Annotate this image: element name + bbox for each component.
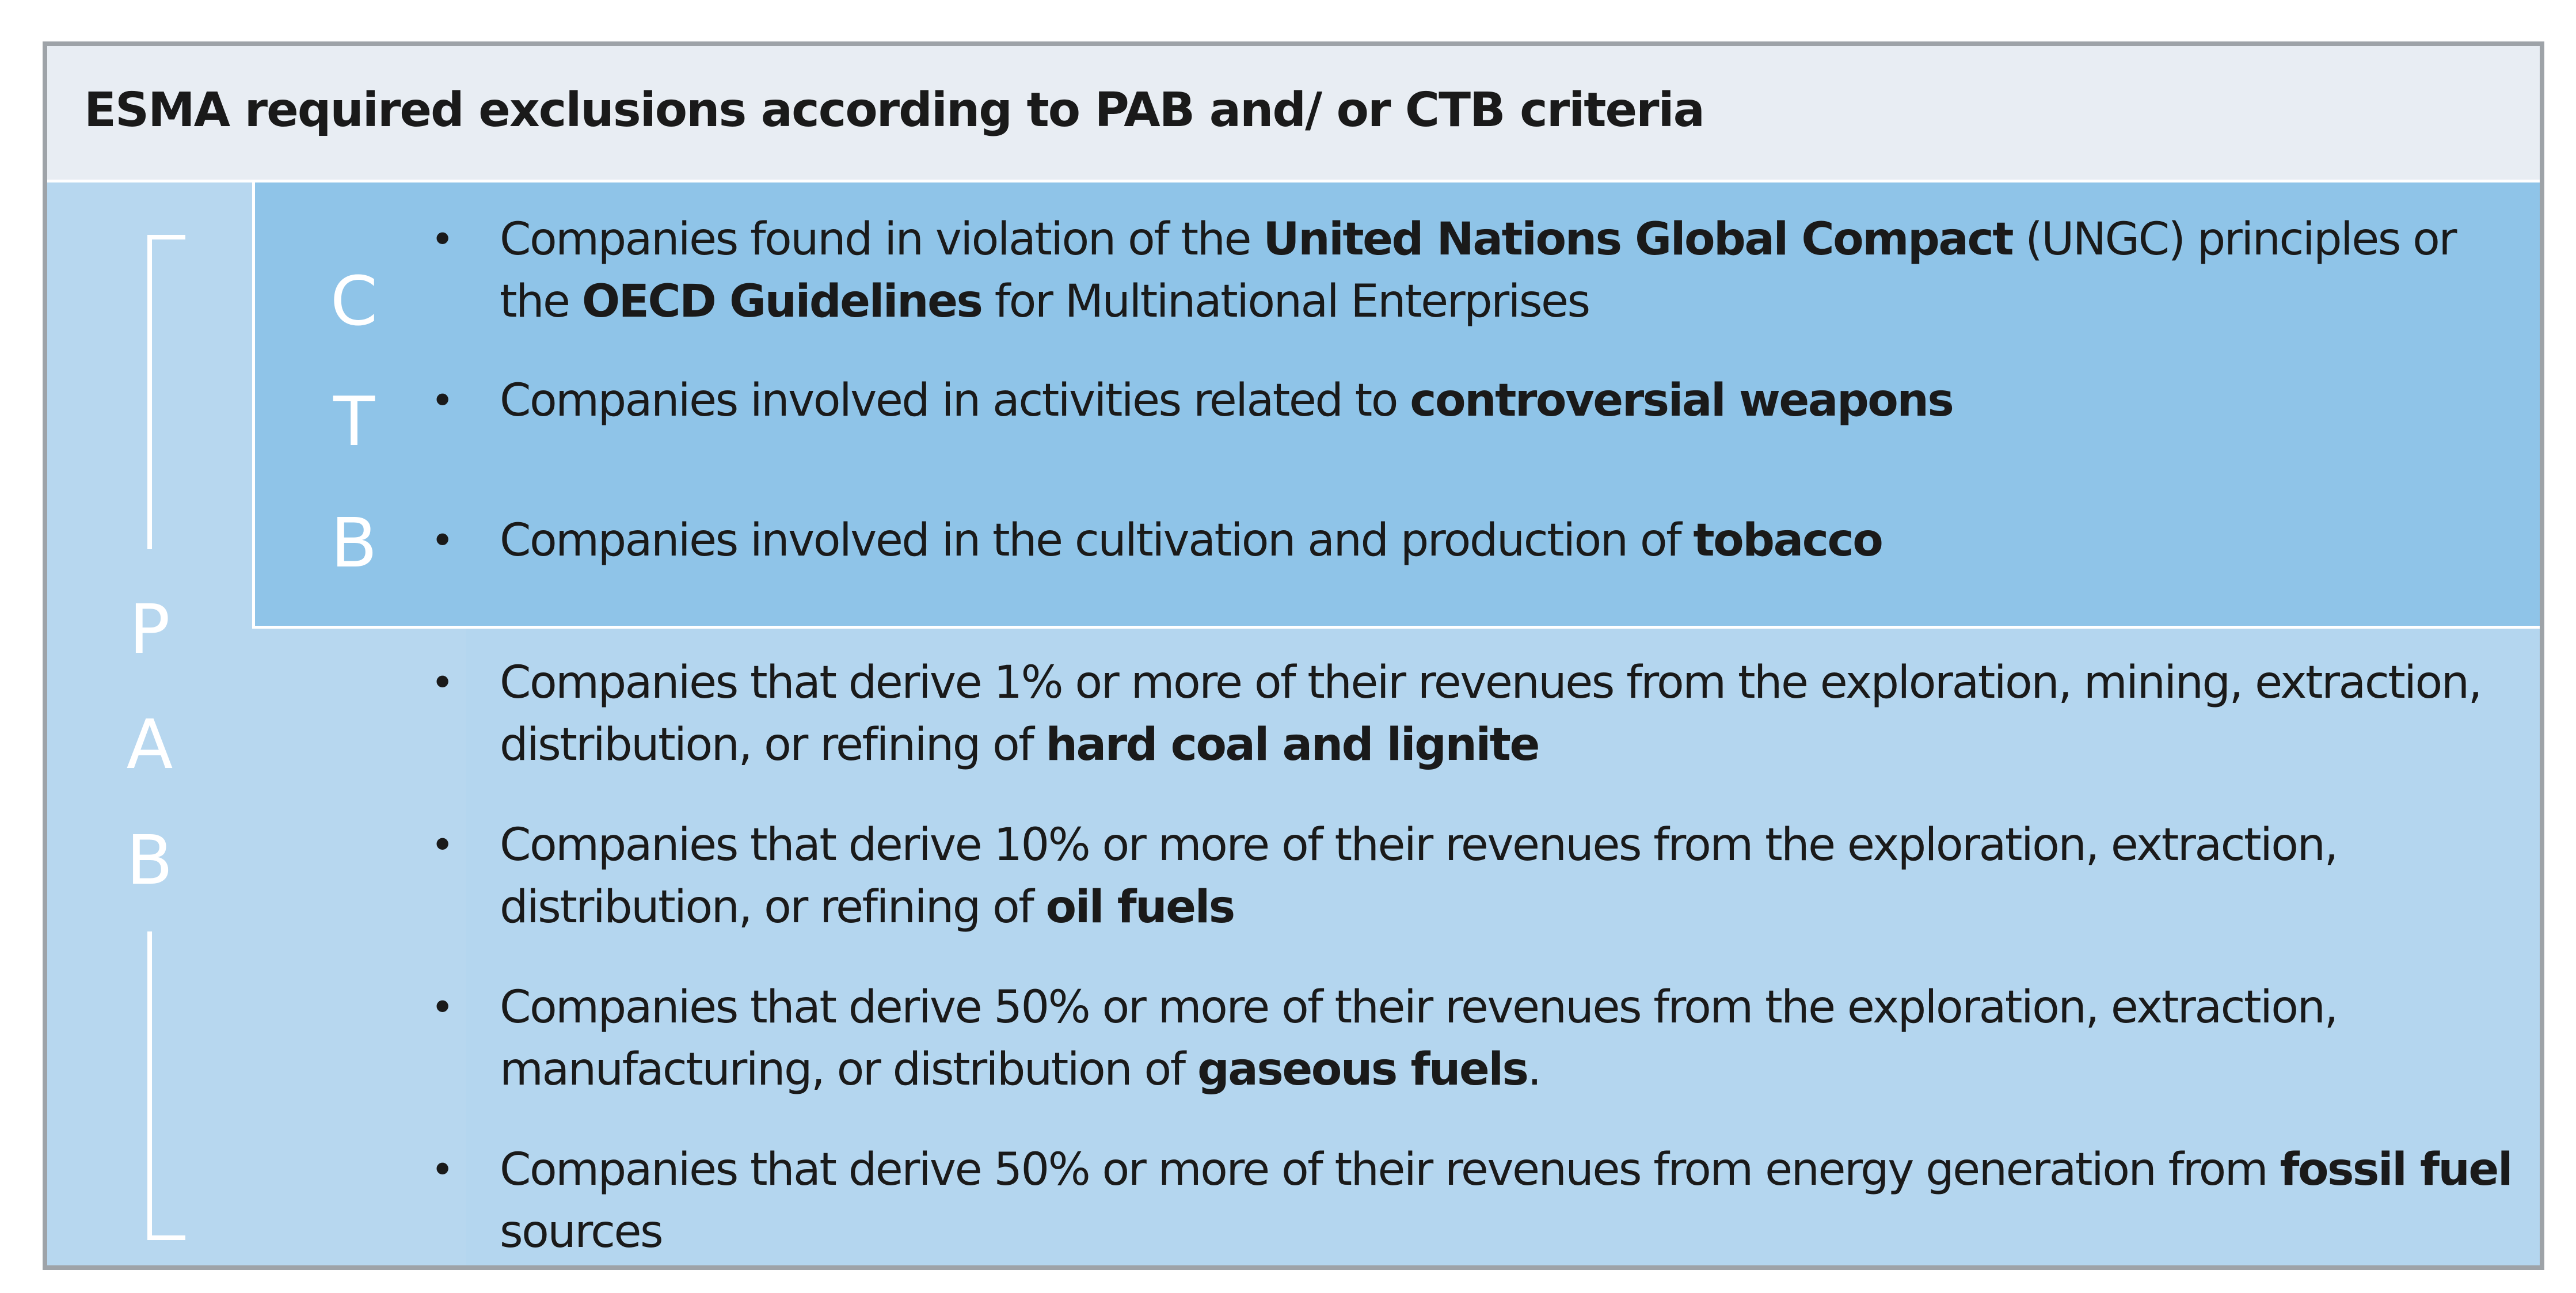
list-item-tobacco: • Companies involved in the cultivation a… — [431, 509, 2537, 572]
pab-bracket-bottom-line — [147, 931, 152, 1240]
pab-bracket-top-line — [147, 235, 152, 549]
pab-bracket-top-cap — [147, 235, 185, 239]
bullet-icon: • — [431, 1146, 455, 1193]
bullet-icon: • — [431, 377, 455, 424]
list-item-ungc-oecd: • Companies found in violation of the Uni… — [431, 208, 2537, 333]
list-item-controversial-weapons: • Companies involved in activities relate… — [431, 370, 2537, 432]
pab-letter-b: B — [126, 820, 173, 900]
pab-only-section — [466, 629, 2540, 1265]
pab-letter-p: P — [129, 590, 170, 669]
panel-header: ESMA required exclusions according to PA… — [47, 46, 2540, 182]
bullet-icon: • — [431, 984, 455, 1031]
ctb-letter-c: C — [330, 261, 378, 341]
bullet-icon: • — [431, 659, 455, 706]
exclusions-panel: ESMA required exclusions according to PA… — [43, 41, 2544, 1270]
ctb-letter-b: B — [330, 503, 378, 583]
bullet-icon: • — [431, 216, 455, 263]
bullet-icon: • — [431, 517, 455, 564]
pab-letter-a: A — [126, 705, 173, 784]
list-item-coal-lignite: • Companies that derive 1% or more of the… — [431, 652, 2537, 776]
panel-title: ESMA required exclusions according to PA… — [84, 83, 1705, 138]
ctb-letter-t: T — [333, 382, 375, 461]
list-item-gaseous-fuels: • Companies that derive 50% or more of th… — [431, 976, 2537, 1101]
ctb-section — [252, 182, 2540, 629]
bullet-icon: • — [431, 822, 455, 869]
pab-bracket-bottom-cap — [147, 1235, 185, 1240]
list-item-fossil-fuel-energy: • Companies that derive 50% or more of th… — [431, 1139, 2537, 1263]
list-item-oil-fuels: • Companies that derive 10% or more of th… — [431, 814, 2537, 938]
